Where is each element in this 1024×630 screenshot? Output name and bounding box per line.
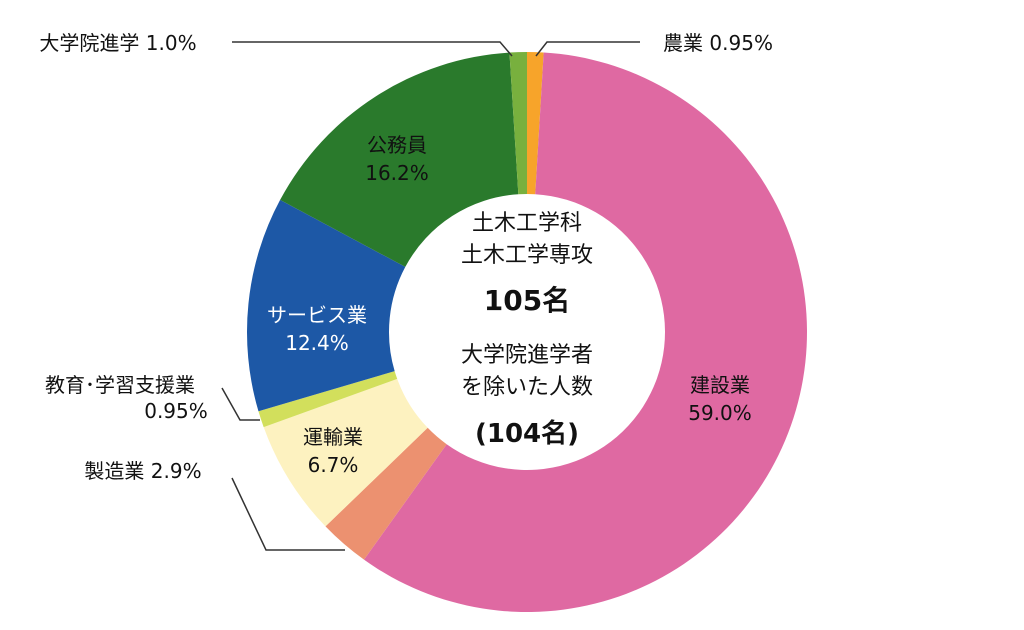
center-line-1: 土木工学科 <box>472 211 582 236</box>
slice-6 <box>280 52 519 267</box>
slice-0 <box>527 52 544 195</box>
label-transport: 運輸業 <box>303 425 363 449</box>
value-construction: 59.0% <box>688 401 752 425</box>
value-education: 0.95% <box>144 399 208 423</box>
label-construction: 建設業 <box>690 373 750 397</box>
label-public-servant: 公務員 <box>367 133 427 157</box>
center-line-4: を除いた人数 <box>461 375 593 400</box>
slice-3 <box>263 378 428 527</box>
label-manufacturing: 製造業 2.9% <box>84 459 201 483</box>
value-transport: 6.7% <box>308 453 359 477</box>
slice-2 <box>325 427 447 560</box>
leader-line-manufacturing <box>231 477 345 551</box>
leader-line-education <box>221 387 260 421</box>
label-agriculture: 農業 0.95% <box>663 31 773 55</box>
slice-1 <box>363 52 807 612</box>
leader-line-graduate <box>232 41 513 57</box>
leader-line-agriculture <box>535 41 640 57</box>
center-total: 105名 <box>484 284 570 317</box>
slice-5 <box>246 199 406 412</box>
center-subtotal: (104名) <box>475 418 579 449</box>
label-education: 教育･学習支援業 <box>45 373 195 397</box>
center-line-2: 土木工学専攻 <box>461 243 593 268</box>
label-graduate: 大学院進学 1.0% <box>39 31 196 55</box>
slice-7 <box>509 52 527 195</box>
value-public-servant: 16.2% <box>365 161 429 185</box>
label-service: サービス業 <box>267 303 367 327</box>
slice-4 <box>258 371 398 428</box>
center-line-3: 大学院進学者 <box>461 343 593 368</box>
value-service: 12.4% <box>285 331 349 355</box>
